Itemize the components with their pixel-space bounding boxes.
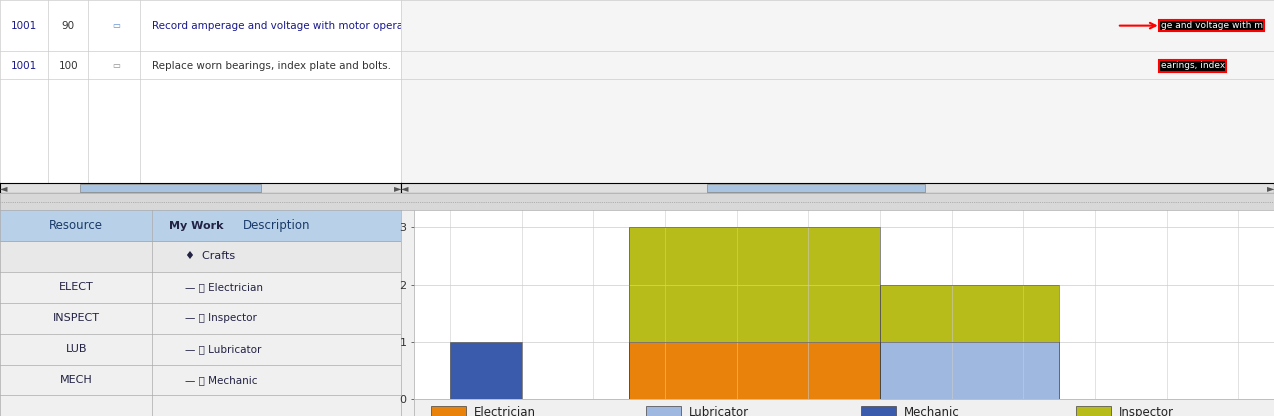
Text: Lubricator: Lubricator — [689, 406, 749, 416]
Text: earings, index: earings, index — [1161, 62, 1224, 70]
Bar — [0, 210, 401, 241]
Text: MECH: MECH — [60, 375, 93, 385]
Text: My Work: My Work — [168, 220, 223, 230]
Text: ►: ► — [394, 183, 401, 193]
Bar — [707, 184, 925, 192]
Text: Mechanic: Mechanic — [905, 406, 961, 416]
Text: Description: Description — [243, 219, 311, 232]
Text: ▭: ▭ — [112, 62, 120, 70]
Text: 90: 90 — [61, 21, 75, 31]
Text: ▭: ▭ — [112, 21, 120, 30]
Text: Replace worn bearings, index plate and bolts.: Replace worn bearings, index plate and b… — [153, 61, 391, 71]
Text: 1001: 1001 — [11, 21, 37, 31]
Text: — 👤 Inspector: — 👤 Inspector — [185, 313, 256, 323]
Bar — [861, 406, 896, 416]
Bar — [0, 210, 401, 241]
Text: ELECT: ELECT — [59, 282, 93, 292]
Text: ♦  Crafts: ♦ Crafts — [185, 251, 234, 261]
Bar — [431, 406, 466, 416]
Bar — [80, 184, 261, 192]
Text: INSPECT: INSPECT — [52, 313, 99, 323]
Bar — [0, 364, 401, 396]
Text: ◄: ◄ — [0, 183, 8, 193]
Text: — 👤 Lubricator: — 👤 Lubricator — [185, 344, 261, 354]
Text: ►: ► — [1266, 183, 1274, 193]
Text: Resource: Resource — [50, 219, 103, 232]
Text: 1001: 1001 — [11, 61, 37, 71]
Text: — 👤 Mechanic: — 👤 Mechanic — [185, 375, 257, 385]
Text: — 👤 Electrician: — 👤 Electrician — [185, 282, 262, 292]
Bar — [1077, 406, 1111, 416]
Text: Record amperage and voltage with motor operat: Record amperage and voltage with motor o… — [153, 21, 408, 31]
Bar — [0, 334, 401, 364]
Bar — [0, 241, 401, 272]
Text: LUB: LUB — [65, 344, 87, 354]
Bar — [0, 272, 401, 303]
Bar — [646, 406, 680, 416]
Text: ge and voltage with m: ge and voltage with m — [1161, 21, 1263, 30]
Bar — [0, 303, 401, 334]
Text: Inspector: Inspector — [1120, 406, 1175, 416]
Text: ◄: ◄ — [401, 183, 409, 193]
Text: Electrician: Electrician — [474, 406, 536, 416]
Text: 100: 100 — [59, 61, 78, 71]
